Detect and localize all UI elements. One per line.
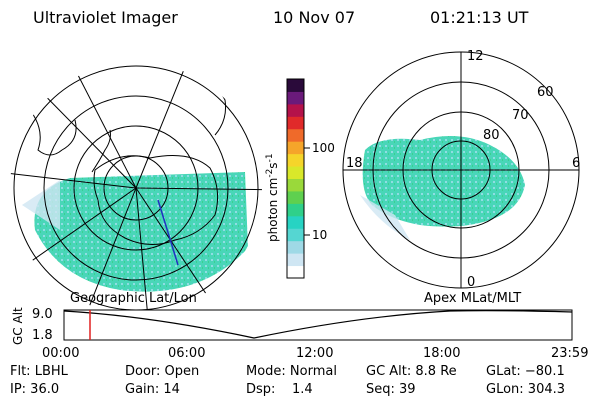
info-gain: Gain: 14 bbox=[125, 382, 180, 397]
colorbar: 100 10 photon cm-2s-1 bbox=[265, 78, 335, 279]
colorbar-segment bbox=[287, 79, 304, 92]
africa-outline bbox=[194, 69, 226, 136]
apex-mlt-label-0: 0 bbox=[467, 275, 475, 290]
info-mode: Mode: Normal bbox=[246, 364, 337, 379]
info-door: Door: Open bbox=[125, 364, 200, 379]
apex-aurora-region bbox=[362, 136, 525, 227]
colorbar-segment bbox=[287, 91, 304, 105]
colorbar-segment bbox=[287, 265, 304, 279]
info-dsp: Dsp: 1.4 bbox=[246, 382, 313, 397]
apex-lat-label-80: 80 bbox=[483, 128, 500, 143]
altitude-curve bbox=[63, 310, 573, 339]
colorbar-segment bbox=[287, 228, 304, 242]
colorbar-segment bbox=[287, 128, 304, 142]
info-glat: GLat: −80.1 bbox=[486, 364, 565, 379]
colorbar-segment bbox=[287, 203, 304, 217]
apex-lat-label-70: 70 bbox=[512, 108, 529, 123]
instrument-title: Ultraviolet Imager bbox=[33, 8, 178, 27]
info-gc-alt: GC Alt: 8.8 Re bbox=[366, 364, 457, 379]
geo-map-label: Geographic Lat/Lon bbox=[70, 291, 197, 306]
info-filter: Flt: LBHL bbox=[10, 364, 68, 379]
colorbar-unit-label: photon cm-2s-1 bbox=[265, 153, 280, 242]
colorbar-segment bbox=[287, 190, 304, 204]
colorbar-tick-100: 100 bbox=[312, 141, 335, 155]
colorbar-segment bbox=[287, 103, 304, 117]
info-seq: Seq: 39 bbox=[366, 382, 416, 397]
apex-mlt-label-6: 6 bbox=[572, 156, 580, 171]
time-tick-2359: 23:59 bbox=[551, 346, 588, 361]
geo-aurora-region bbox=[34, 172, 248, 292]
apex-lat-label-60: 60 bbox=[537, 85, 554, 100]
colorbar-segment bbox=[287, 215, 304, 229]
colorbar-segment bbox=[287, 178, 304, 192]
colorbar-segment bbox=[287, 253, 304, 267]
geo-aurora-haze bbox=[22, 180, 60, 230]
colorbar-tick-10: 10 bbox=[312, 228, 327, 242]
altitude-tick-1-8: 1.8 bbox=[32, 328, 53, 343]
apex-map bbox=[342, 51, 580, 289]
colorbar-segment bbox=[287, 116, 304, 130]
time-tick-0600: 06:00 bbox=[168, 346, 205, 361]
info-glon: GLon: 304.3 bbox=[486, 382, 566, 397]
colorbar-segment bbox=[287, 153, 304, 167]
apex-mlt-label-18: 18 bbox=[346, 156, 363, 171]
time-tick-0000: 00:00 bbox=[42, 346, 79, 361]
time-tick-1800: 18:00 bbox=[423, 346, 460, 361]
peninsula-outline bbox=[91, 129, 111, 173]
observation-date: 10 Nov 07 bbox=[273, 8, 356, 27]
colorbar-segment bbox=[287, 166, 304, 179]
time-tick-1200: 12:00 bbox=[296, 346, 333, 361]
apex-mlt-label-12: 12 bbox=[467, 49, 484, 64]
observation-time: 01:21:13 UT bbox=[430, 8, 529, 27]
apex-map-label: Apex MLat/MLT bbox=[424, 291, 521, 306]
colorbar-segment bbox=[287, 141, 304, 155]
info-ip: IP: 36.0 bbox=[10, 382, 60, 397]
colorbar-segment bbox=[287, 240, 304, 254]
altitude-plot: GC Alt 9.0 1.8 00:00 06:00 12:00 18:00 2… bbox=[11, 307, 588, 361]
altitude-axis-label: GC Alt bbox=[11, 307, 25, 345]
altitude-tick-9-0: 9.0 bbox=[32, 307, 53, 322]
antarctica-outline bbox=[93, 155, 219, 245]
